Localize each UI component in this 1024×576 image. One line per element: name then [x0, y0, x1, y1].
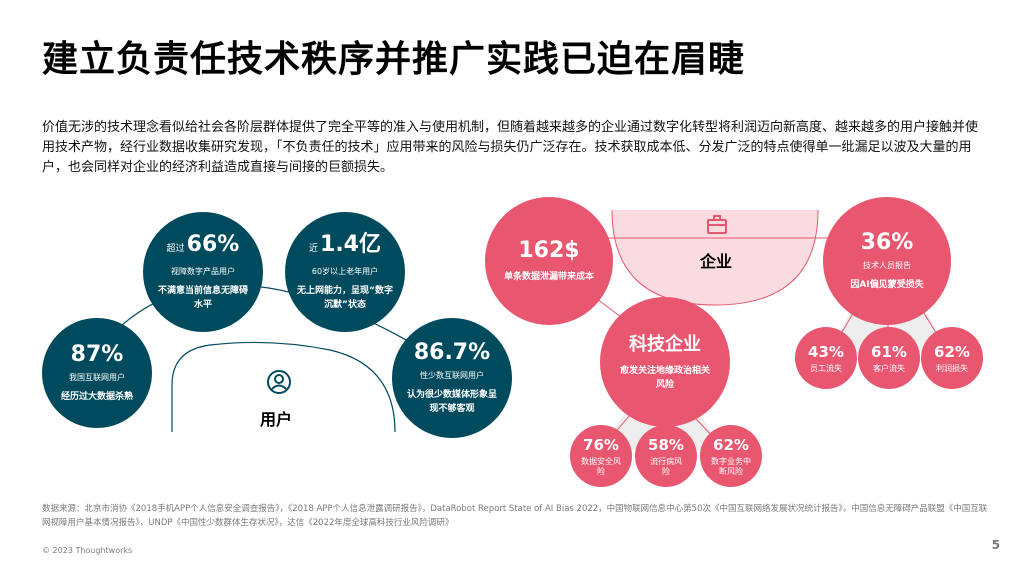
intro-paragraph: 价值无涉的技术理念看似给社会各阶层群体提供了完全平等的准入与使用机制，但随着越来…: [42, 120, 979, 175]
user-stat-86.7: 86.7% 性少数互联网用户 认为很少数媒体形象呈现不够客观: [392, 318, 512, 438]
user-stat-66: 超过66% 视障数字产品用户 不满意当前信息无障碍水平: [143, 212, 263, 332]
page-number: 5: [991, 538, 1000, 552]
user-label: 用户: [260, 410, 293, 429]
briefcase-icon: [705, 213, 729, 237]
data-source: 数据来源：北京市消协《2018手机APP个人信息安全调查报告》，《2018 AP…: [42, 504, 988, 528]
tech-small-stat: 62% 数字业务中断风险: [700, 425, 762, 487]
tech-small-stat: 58% 流行病风险: [635, 425, 697, 487]
tech-small-stat: 76% 数据安全风险: [570, 425, 632, 487]
page-title: 建立负责任技术秩序并推广实践已迫在眉睫: [42, 39, 746, 80]
enterprise-label: 企业: [700, 252, 733, 271]
enterprise-small-stat: 43% 员工流失: [795, 327, 857, 389]
enterprise-stat-162: 162$ 单条数据泄漏带来成本: [485, 197, 613, 325]
user-stat-1.4: 近1.4亿 60岁以上老年用户 无上网能力，呈现“数字沉默”状态: [285, 212, 405, 332]
enterprise-small-stat: 61% 客户流失: [858, 327, 920, 389]
enterprise-stat-36: 36% 技术人员报告 因AI偏见蒙受损失: [823, 197, 951, 325]
copyright: © 2023 Thoughtworks: [42, 546, 133, 555]
tech-enterprise-circle: 科技企业 愈发关注地缘政治相关风险: [600, 297, 730, 427]
user-stat-87: 87% 我国互联网用户 经历过大数据杀熟: [42, 318, 152, 428]
enterprise-small-stat: 62% 利润损失: [921, 327, 983, 389]
user-icon: [265, 368, 293, 396]
